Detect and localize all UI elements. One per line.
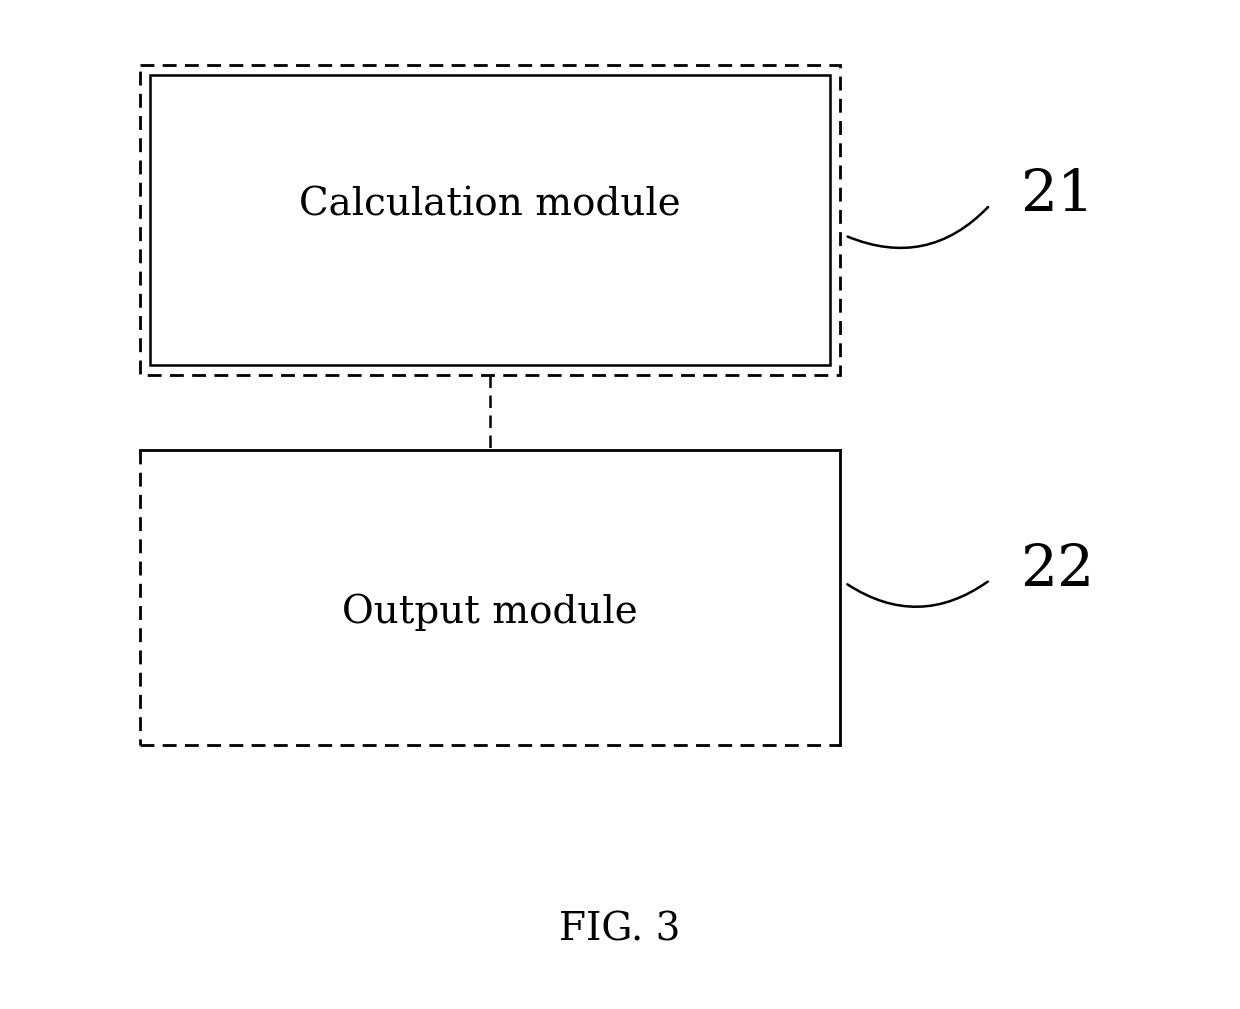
Bar — [140, 450, 839, 745]
Text: Output module: Output module — [342, 593, 637, 631]
Text: 22: 22 — [1021, 542, 1094, 598]
Text: Calculation module: Calculation module — [299, 186, 681, 223]
Bar — [140, 65, 839, 375]
Bar — [150, 75, 830, 365]
Text: FIG. 3: FIG. 3 — [559, 911, 681, 948]
Text: 21: 21 — [1021, 167, 1094, 223]
